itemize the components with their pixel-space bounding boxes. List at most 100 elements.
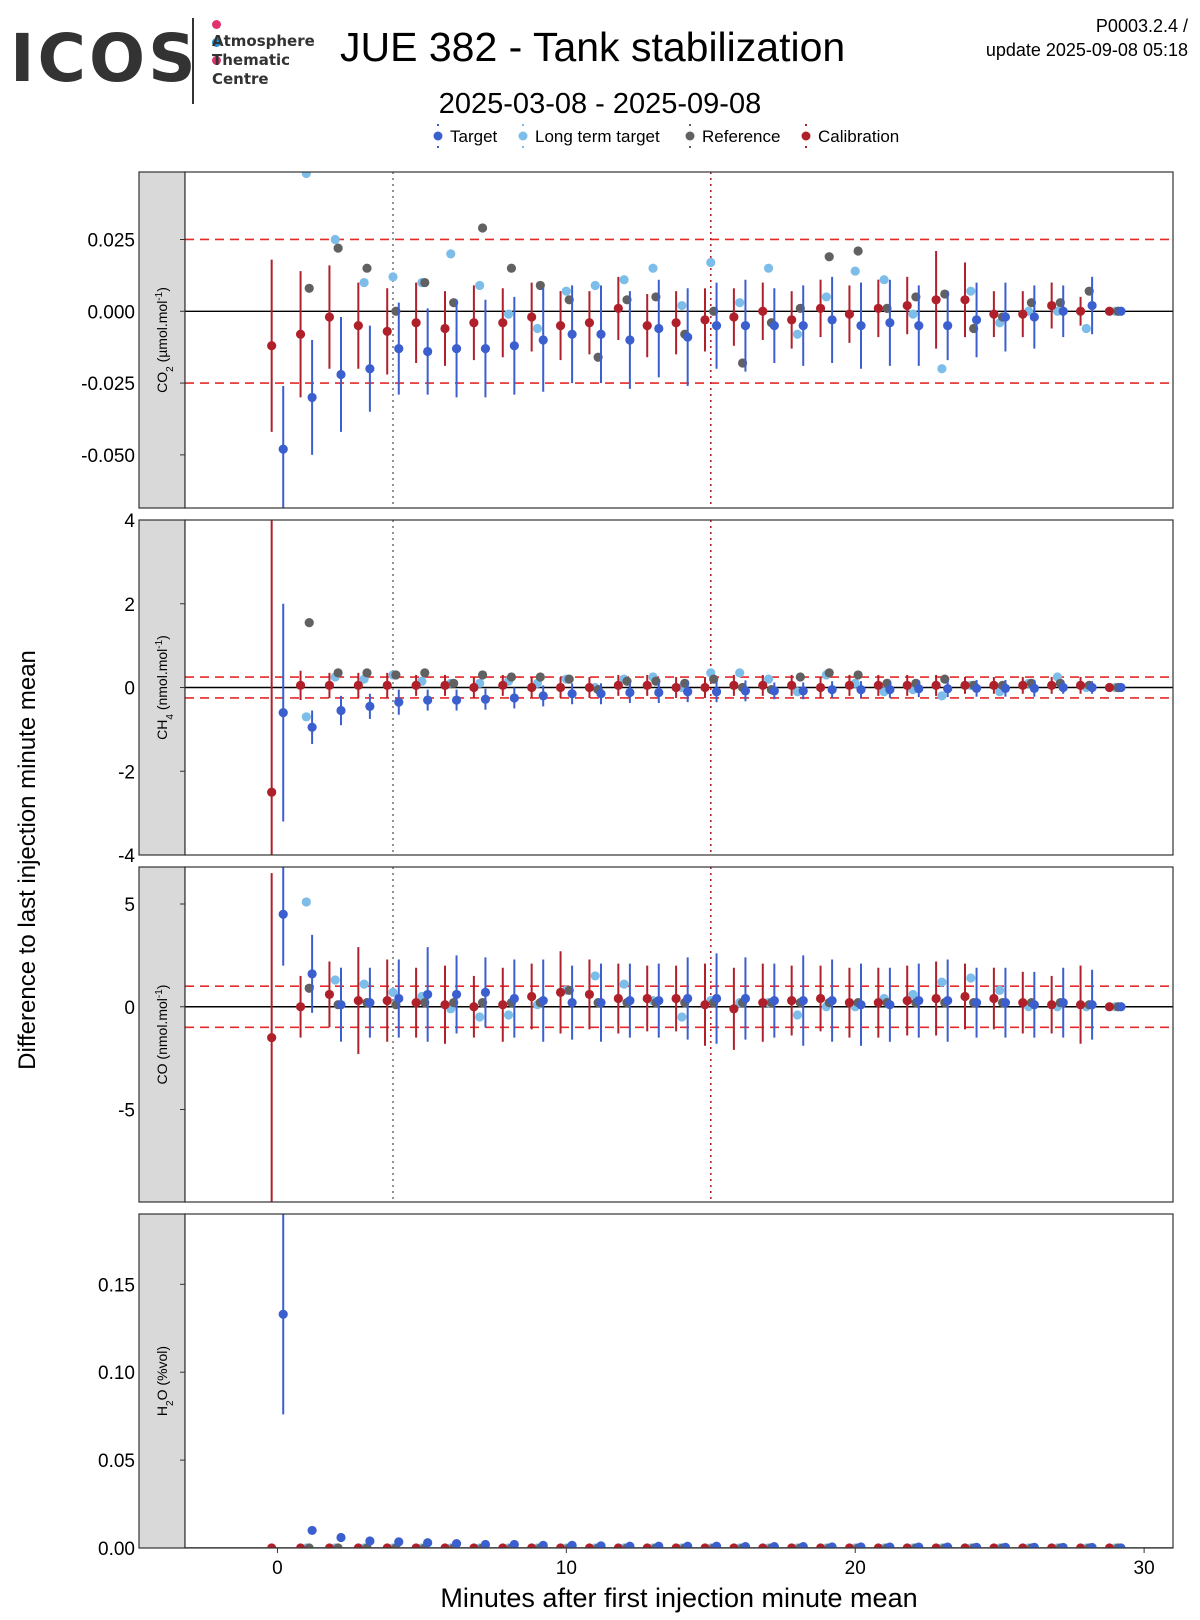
data-point	[440, 1543, 450, 1548]
data-point	[1104, 306, 1115, 316]
data-point	[995, 985, 1005, 995]
data-point	[971, 998, 982, 1008]
y-tick-label: 5	[124, 895, 135, 916]
data-point	[943, 321, 953, 331]
data-point	[769, 1541, 779, 1548]
data-point	[711, 1541, 722, 1548]
data-point	[278, 909, 288, 919]
data-point	[1087, 682, 1097, 693]
data-point	[527, 991, 537, 1002]
data-point	[1029, 1542, 1039, 1548]
y-tick-label: 0.000	[87, 302, 135, 323]
data-point	[1116, 682, 1126, 693]
data-point	[1104, 1002, 1115, 1012]
data-point	[931, 680, 941, 691]
data-point	[584, 682, 595, 693]
data-point	[506, 263, 517, 273]
strip-label: CO2 (µmol.mol-1)	[154, 287, 176, 393]
data-point	[625, 1541, 635, 1548]
data-point	[330, 975, 340, 985]
data-point	[850, 266, 860, 276]
data-point	[1047, 1000, 1057, 1010]
data-point	[971, 315, 982, 325]
data-point	[1081, 323, 1091, 334]
data-point	[937, 691, 947, 701]
plot-area	[185, 520, 1173, 855]
data-point	[1075, 1000, 1086, 1010]
data-point	[1000, 998, 1011, 1008]
data-point	[613, 303, 623, 314]
data-point	[420, 668, 430, 678]
data-point	[931, 993, 941, 1004]
data-point	[769, 686, 779, 696]
data-point	[613, 1543, 623, 1548]
data-point	[440, 680, 450, 691]
data-point	[451, 344, 462, 354]
y-tick-label: 0.00	[98, 1539, 135, 1560]
data-point	[885, 1542, 895, 1548]
data-point	[960, 680, 970, 691]
data-point	[671, 318, 681, 328]
data-point	[700, 1000, 710, 1010]
data-point	[538, 995, 548, 1006]
data-point	[527, 682, 537, 693]
data-point	[394, 993, 404, 1004]
data-point	[451, 695, 462, 705]
data-point	[584, 989, 595, 1000]
data-point	[711, 687, 722, 697]
update-timestamp: update 2025-09-08 05:18	[985, 40, 1188, 60]
data-point	[740, 1541, 751, 1548]
logo-sub-line: Atmosphere	[212, 32, 315, 50]
data-point	[902, 995, 912, 1006]
x-axis-label: Minutes after first injection minute mea…	[440, 1583, 917, 1613]
logo-dot	[212, 56, 221, 65]
data-point	[815, 303, 826, 314]
data-point	[307, 1525, 317, 1536]
legend-label: Long term target	[535, 127, 660, 146]
data-point	[798, 686, 808, 696]
data-point	[411, 1543, 421, 1548]
series-target	[278, 867, 1126, 1046]
data-point	[498, 1000, 508, 1010]
data-point	[625, 335, 635, 345]
data-point	[654, 323, 664, 334]
data-point	[1058, 1542, 1068, 1548]
data-point	[304, 283, 314, 293]
data-point	[336, 1532, 346, 1543]
data-point	[596, 689, 606, 699]
data-point	[353, 321, 363, 331]
data-point	[989, 1543, 999, 1548]
data-point	[654, 995, 664, 1006]
data-point	[555, 321, 566, 331]
data-point	[1047, 680, 1057, 691]
data-point	[567, 689, 577, 699]
data-point	[729, 1543, 739, 1548]
data-point	[590, 280, 600, 291]
logo-sub-line: Centre	[212, 70, 269, 88]
data-point	[324, 1543, 335, 1548]
data-point	[267, 787, 277, 797]
panel-border	[184, 171, 1174, 509]
data-point	[966, 286, 976, 296]
data-point	[420, 277, 430, 288]
data-point	[642, 1543, 652, 1548]
data-point	[555, 987, 566, 997]
data-point	[798, 1541, 808, 1548]
data-point	[844, 680, 855, 691]
data-point	[469, 1543, 479, 1548]
data-point	[740, 321, 751, 331]
panel-strip	[138, 171, 186, 509]
data-point	[1116, 1002, 1126, 1012]
data-point	[469, 318, 479, 328]
data-point	[382, 995, 392, 1006]
data-point	[336, 369, 346, 380]
data-point	[1018, 680, 1028, 691]
data-point	[625, 687, 635, 698]
panel-strip	[138, 519, 186, 856]
data-point	[827, 1542, 837, 1548]
data-point	[1087, 1542, 1097, 1548]
legend-key-dot	[685, 131, 695, 141]
data-point	[885, 1000, 895, 1010]
data-point	[989, 993, 999, 1004]
